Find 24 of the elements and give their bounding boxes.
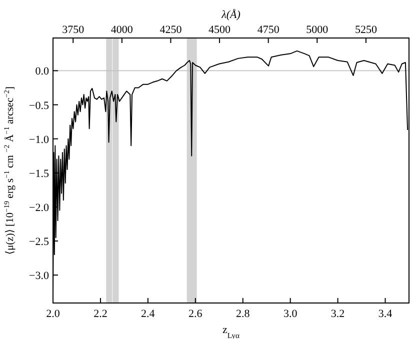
x2-tick-label: 5250 xyxy=(354,24,378,36)
x2-tick-label: 4000 xyxy=(110,24,134,36)
x2-tick-label: 4500 xyxy=(208,24,232,36)
x-tick-label: 2.2 xyxy=(94,308,108,320)
x-tick-label: 3.0 xyxy=(283,308,298,320)
y-tick-label: −2.0 xyxy=(29,202,50,214)
x-tick-label: 3.2 xyxy=(330,308,345,320)
x-tick-label: 2.0 xyxy=(46,308,60,320)
y-tick-label: 0.0 xyxy=(35,66,50,78)
x2-tick-label: 3750 xyxy=(62,24,85,36)
y-tick-label: −0.5 xyxy=(29,100,50,112)
x2-axis-title: λ(Å) xyxy=(220,8,241,21)
x-tick-label: 3.4 xyxy=(378,308,393,320)
y-tick-label: −1.0 xyxy=(29,134,50,146)
x-axis-title: z$_{Lyα}$ xyxy=(222,324,240,339)
x-tick-label: 2.4 xyxy=(141,308,156,320)
x2-tick-label: 4750 xyxy=(257,24,280,36)
y-tick-label: −1.5 xyxy=(29,168,50,180)
x2-tick-label: 4250 xyxy=(160,24,182,36)
y-tick-label: −2.5 xyxy=(29,236,50,248)
x-tick-label: 2.8 xyxy=(236,308,250,320)
x-tick-label: 2.6 xyxy=(188,308,203,320)
y-tick-label: −3.0 xyxy=(29,270,50,282)
x2-tick-label: 5000 xyxy=(306,24,329,36)
